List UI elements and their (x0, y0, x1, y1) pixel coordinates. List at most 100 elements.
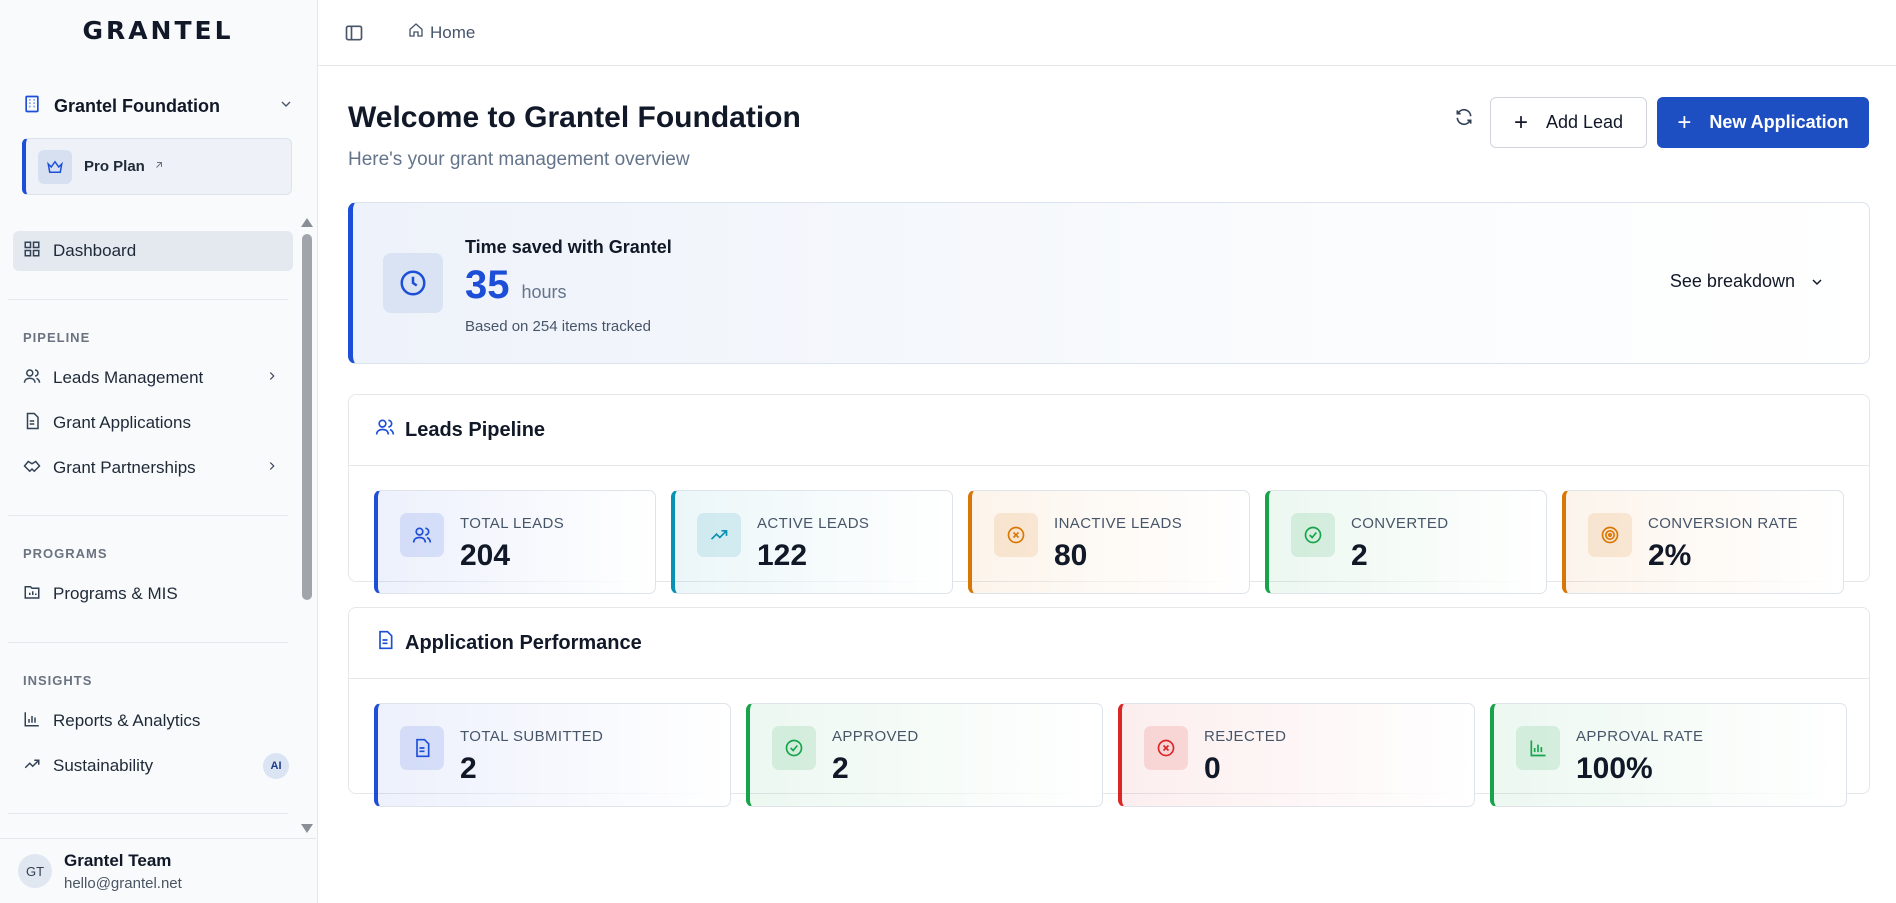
stat-value: 122 (757, 539, 808, 572)
sidebar-nav: Dashboard PIPELINE Leads Management Gran… (0, 214, 300, 836)
user-card[interactable]: GT Grantel Team hello@grantel.net (0, 838, 316, 903)
stat-card: ACTIVE LEADS 122 (671, 490, 953, 594)
page-subtitle: Here's your grant management overview (348, 149, 690, 170)
breadcrumb[interactable]: Home (408, 22, 475, 43)
leads-pipeline-panel: Leads Pipeline TOTAL LEADS 204 ACTIVE LEAD… (348, 394, 1870, 594)
scroll-down-arrow[interactable] (301, 824, 313, 833)
stat-label: REJECTED (1204, 728, 1287, 745)
stat-card: APPROVED 2 (746, 703, 1103, 807)
sidebar-item-dashboard[interactable]: Dashboard (13, 231, 293, 271)
breadcrumb-home: Home (430, 22, 476, 42)
check-circle-icon (1291, 513, 1335, 557)
building-icon (22, 94, 42, 119)
stat-value: 0 (1204, 752, 1221, 785)
sidebar-item-label: Sustainability (53, 756, 154, 775)
sidebar-item-sustainability[interactable]: Sustainability AI (13, 746, 293, 786)
add-lead-button[interactable]: + Add Lead (1490, 97, 1647, 148)
panel-title: Application Performance (405, 631, 642, 654)
sidebar-item-label: Programs & MIS (53, 584, 178, 603)
stat-value: 80 (1054, 539, 1088, 572)
new-application-label: New Application (1709, 112, 1849, 132)
section-label-insights: INSIGHTS (23, 673, 93, 688)
divider (8, 299, 288, 300)
time-saved-value: 35 (465, 263, 510, 307)
org-name: Grantel Foundation (54, 95, 220, 116)
stat-label: CONVERSION RATE (1648, 515, 1798, 532)
scroll-up-arrow[interactable] (301, 218, 313, 227)
stat-value: 2 (832, 752, 849, 785)
refresh-icon (1454, 107, 1474, 132)
org-switcher[interactable]: Grantel Foundation (22, 90, 294, 122)
trending-up-icon (23, 755, 41, 778)
new-application-button[interactable]: + New Application (1657, 97, 1869, 148)
users-icon (375, 417, 395, 443)
see-breakdown-label: See breakdown (1669, 271, 1795, 291)
time-saved-card: Time saved with Grantel 35 hours Based o… (348, 202, 1870, 364)
stat-card: TOTAL LEADS 204 (374, 490, 656, 594)
stat-card: CONVERTED 2 (1265, 490, 1547, 594)
stat-card: CONVERSION RATE 2% (1562, 490, 1844, 594)
stat-label: INACTIVE LEADS (1054, 515, 1183, 532)
check-circle-icon (772, 726, 816, 770)
plus-icon: + (1677, 108, 1692, 136)
bar-chart-icon (1516, 726, 1560, 770)
stat-value: 2 (460, 752, 477, 785)
stat-card: TOTAL SUBMITTED 2 (374, 703, 731, 807)
sidebar-item-label: Grant Partnerships (53, 458, 196, 477)
plan-card[interactable]: Pro Plan (22, 138, 292, 195)
x-circle-icon (994, 513, 1038, 557)
ai-badge: AI (263, 753, 289, 779)
stat-label: TOTAL SUBMITTED (460, 728, 604, 745)
stat-value: 100% (1576, 752, 1653, 785)
sidebar: GRANTEL Grantel Foundation Pro Plan Dash… (0, 0, 318, 903)
clock-icon (383, 253, 443, 313)
trending-up-icon (697, 513, 741, 557)
see-breakdown-button[interactable]: See breakdown (1670, 271, 1825, 292)
application-stats: TOTAL SUBMITTED 2 APPROVED 2 REJECTED 0 APPROV… (374, 703, 1847, 807)
sidebar-item-grant-partnerships[interactable]: Grant Partnerships (13, 448, 293, 488)
user-name: Grantel Team (64, 850, 172, 870)
section-label-pipeline: PIPELINE (23, 330, 91, 345)
app-logo[interactable]: GRANTEL (82, 16, 234, 45)
handshake-icon (23, 457, 41, 480)
chevron-right-icon (265, 368, 279, 388)
bar-chart-icon (23, 710, 41, 733)
sidebar-item-leads[interactable]: Leads Management (13, 358, 293, 398)
external-link-icon (153, 158, 165, 176)
file-icon (400, 726, 444, 770)
main-content: Welcome to Grantel Foundation Here's you… (318, 67, 1896, 903)
page-title: Welcome to Grantel Foundation (348, 101, 801, 134)
sidebar-scrollbar[interactable] (300, 214, 314, 836)
sidebar-item-label: Grant Applications (53, 413, 191, 432)
stat-label: ACTIVE LEADS (757, 515, 870, 532)
sidebar-item-programs[interactable]: Programs & MIS (13, 574, 293, 614)
leads-stats: TOTAL LEADS 204 ACTIVE LEADS 122 INACTIVE LE… (374, 490, 1844, 594)
add-lead-label: Add Lead (1545, 112, 1624, 132)
stat-label: CONVERTED (1351, 515, 1449, 532)
divider (8, 515, 288, 516)
refresh-button[interactable] (1444, 99, 1484, 139)
grid-icon (23, 240, 41, 263)
sidebar-item-reports[interactable]: Reports & Analytics (13, 701, 293, 741)
chevron-down-icon (1812, 278, 1822, 285)
users-icon (23, 367, 41, 390)
chevron-right-icon (265, 458, 279, 478)
x-circle-icon (1144, 726, 1188, 770)
section-label-programs: PROGRAMS (23, 546, 108, 561)
sidebar-toggle-icon[interactable] (344, 23, 364, 43)
user-email: hello@grantel.net (64, 874, 182, 892)
users-icon (400, 513, 444, 557)
plan-label: Pro Plan (84, 158, 145, 175)
stat-label: TOTAL LEADS (460, 515, 565, 532)
stat-card: APPROVAL RATE 100% (1490, 703, 1847, 807)
sidebar-item-label: Dashboard (53, 241, 137, 260)
file-icon (375, 630, 395, 656)
scroll-thumb[interactable] (302, 234, 312, 600)
sidebar-item-grant-applications[interactable]: Grant Applications (13, 403, 293, 443)
crown-icon (38, 149, 72, 184)
stat-value: 2 (1351, 539, 1368, 572)
target-icon (1588, 513, 1632, 557)
home-icon (408, 22, 424, 43)
time-saved-unit: hours (521, 282, 567, 302)
divider (8, 813, 288, 814)
